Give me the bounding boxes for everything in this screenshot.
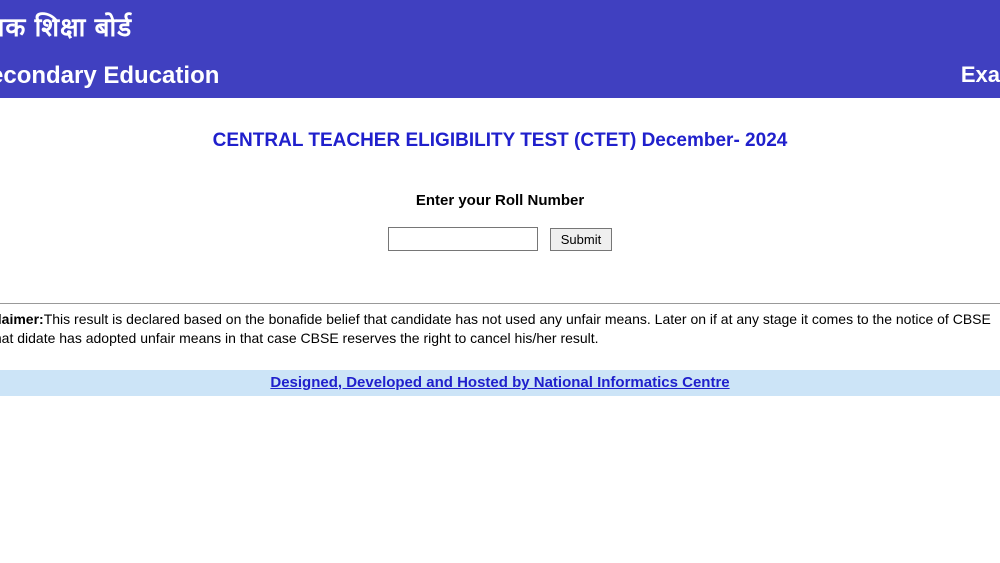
roll-number-label: Enter your Roll Number — [0, 192, 1000, 209]
footer-credits-link[interactable]: Designed, Developed and Hosted by Nation… — [270, 374, 729, 391]
disclaimer-label: claimer: — [0, 311, 44, 327]
roll-number-input[interactable] — [388, 227, 538, 251]
header-right-text: Exa — [961, 62, 1000, 88]
footer-section: Designed, Developed and Hosted by Nation… — [0, 370, 1000, 396]
disclaimer-text: This result is declared based on the bon… — [0, 311, 991, 346]
submit-button[interactable]: Submit — [550, 228, 612, 251]
divider-line — [0, 303, 1000, 304]
page-header: नक शिक्षा बोर्ड econdary Education Exa — [0, 0, 1000, 98]
form-row: Submit — [0, 227, 1000, 251]
page-title: CENTRAL TEACHER ELIGIBILITY TEST (CTET) … — [0, 130, 1000, 152]
disclaimer-section: claimer:This result is declared based on… — [0, 310, 1000, 348]
main-content: CENTRAL TEACHER ELIGIBILITY TEST (CTET) … — [0, 98, 1000, 251]
header-english-title: econdary Education — [0, 62, 1000, 90]
header-hindi-title: नक शिक्षा बोर्ड — [0, 8, 1000, 44]
